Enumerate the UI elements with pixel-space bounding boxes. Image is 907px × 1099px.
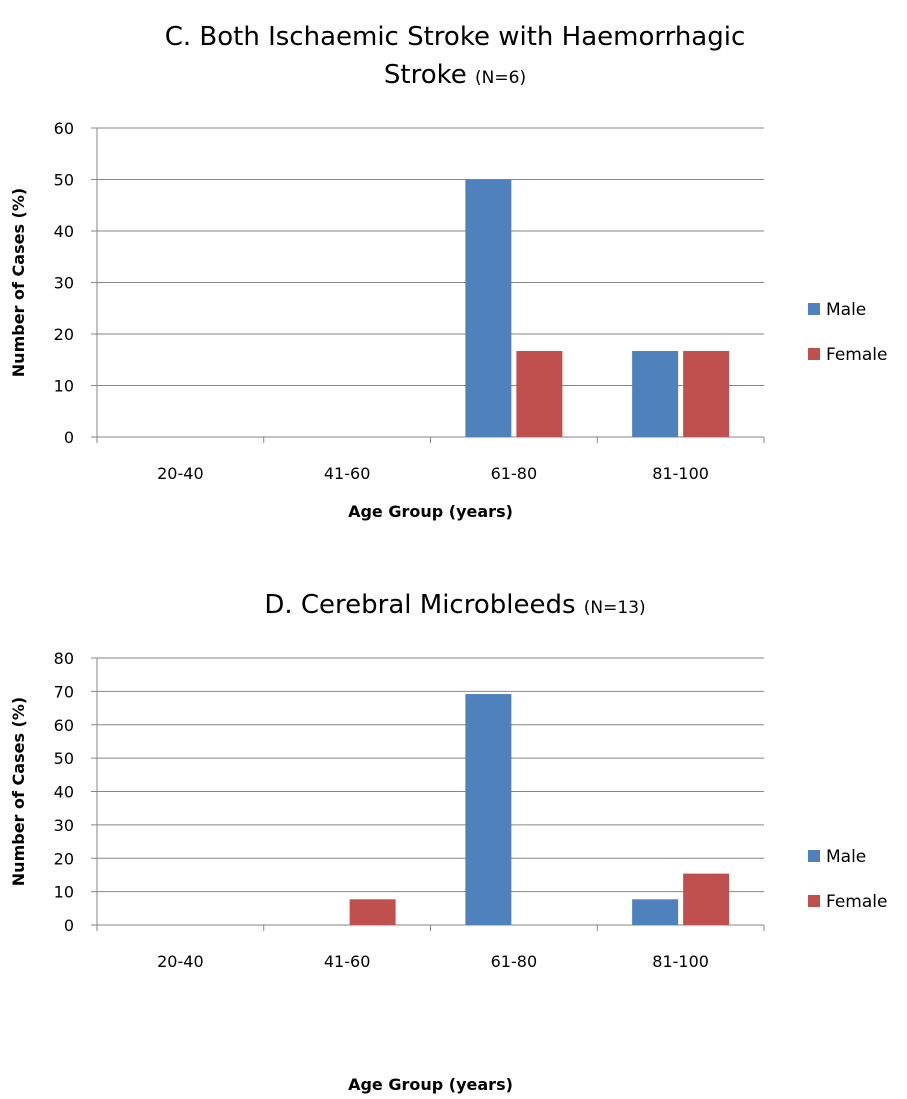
y-tick-label: 10 [54,377,74,396]
bar-male-61-80 [465,179,512,437]
x-tick-label: 41-60 [324,464,371,483]
y-tick-label: 60 [54,119,74,138]
y-tick-label: 0 [64,428,74,447]
x-tick-label: 81-100 [652,952,709,971]
y-tick-label: 60 [54,716,74,735]
y-tick-label: 0 [64,916,74,935]
x-tick-label: 20-40 [157,952,204,971]
bar-male-81-100 [632,350,679,437]
chart-title-note: (N=6) [475,68,526,88]
bar-female-61-80 [516,350,563,437]
chart-title: C. Both Ischaemic Stroke with Haemorrhag… [165,22,746,52]
x-tick-label: 41-60 [324,952,371,971]
legend: Male Female [808,847,887,912]
legend-swatch-male [808,850,820,862]
y-tick-label: 50 [54,171,74,190]
chart-0: C. Both Ischaemic Stroke with Haemorrhag… [9,22,887,521]
x-tick-label: 81-100 [652,464,709,483]
bar-female-81-100 [683,873,730,925]
y-tick-label: 10 [54,883,74,902]
y-tick-label: 20 [54,849,74,868]
bar-female-41-60 [349,899,396,925]
y-tick-label: 40 [54,783,74,802]
y-axis-title: Number of Cases (%) [9,697,28,886]
legend-label-male: Male [826,300,866,320]
legend-label-female: Female [826,892,887,912]
legend-label-male: Male [826,847,866,867]
chart-title-note: (N=13) [584,598,646,618]
legend: Male Female [808,300,887,365]
y-tick-label: 20 [54,325,74,344]
legend-swatch-male [808,303,820,315]
x-tick-label: 20-40 [157,464,204,483]
bar-female-81-100 [683,350,730,437]
bar-male-61-80 [465,694,512,925]
y-tick-label: 30 [54,816,74,835]
bar-male-81-100 [632,899,679,925]
legend-swatch-female [808,895,820,907]
y-axis-title: Number of Cases (%) [9,188,28,377]
legend-label-female: Female [826,345,887,365]
x-tick-label: 61-80 [491,952,538,971]
y-tick-label: 80 [54,649,74,668]
y-tick-label: 40 [54,222,74,241]
legend-swatch-female [808,348,820,360]
chart-title-line2: Stroke (N=6) [384,60,526,90]
x-axis-title: Age Group (years) [348,502,513,521]
x-tick-label: 61-80 [491,464,538,483]
chart-1: D. Cerebral Microbleeds (N=13) 0 10 20 30 40 5… [9,590,887,1094]
y-tick-label: 70 [54,682,74,701]
chart-title: D. Cerebral Microbleeds (N=13) [264,590,645,620]
y-tick-label: 30 [54,274,74,293]
x-axis-title: Age Group (years) [348,1075,513,1094]
y-tick-label: 50 [54,749,74,768]
